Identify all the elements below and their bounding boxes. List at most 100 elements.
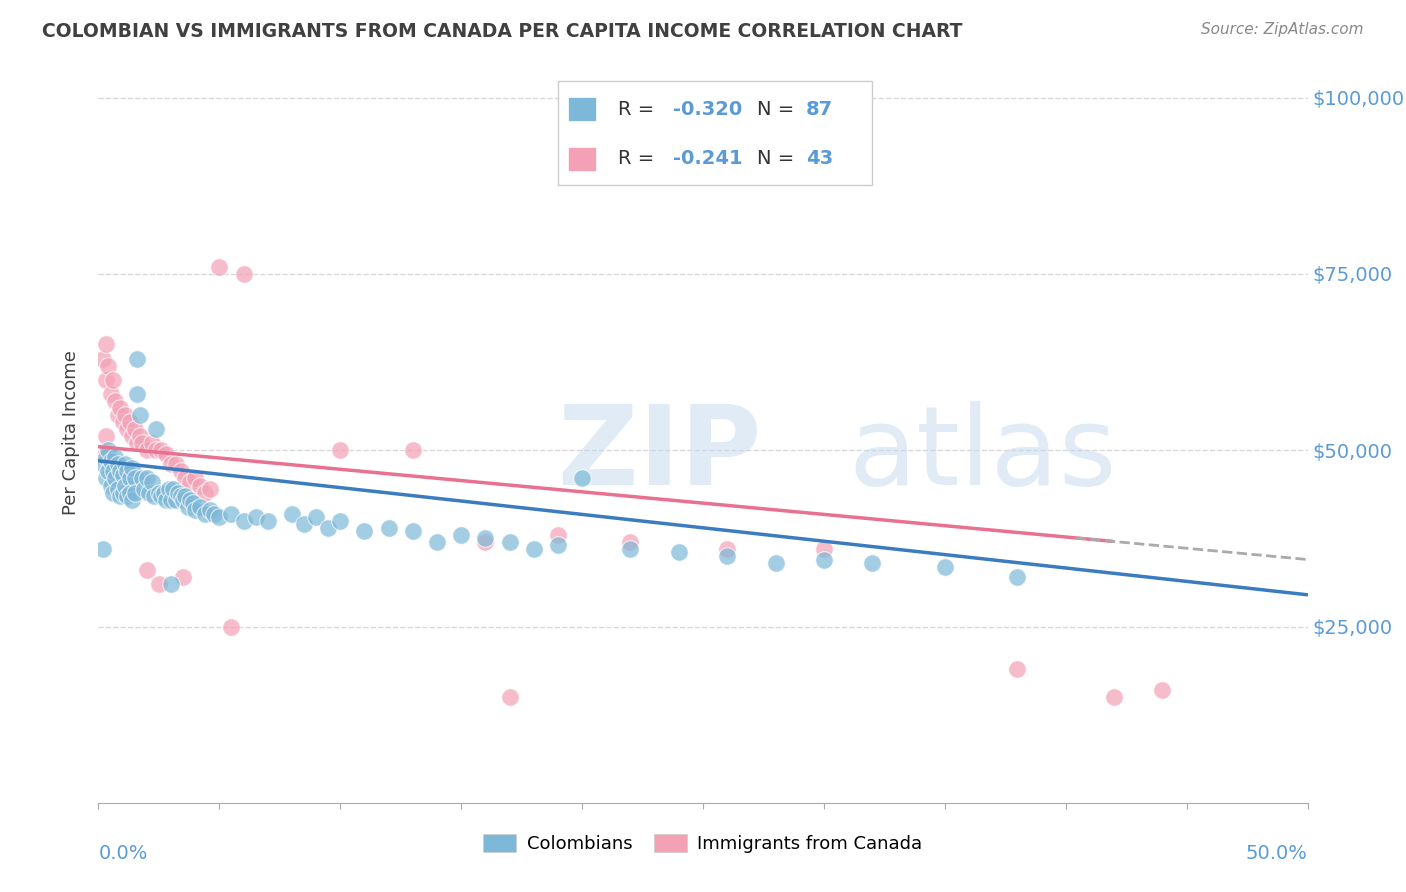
Point	[91, 351, 114, 366]
Point	[172, 492, 194, 507]
Point	[138, 485, 160, 500]
Point	[221, 507, 243, 521]
Point	[426, 535, 449, 549]
Point	[114, 478, 136, 492]
Point	[498, 690, 520, 704]
Point	[172, 570, 194, 584]
Point	[131, 471, 153, 485]
Point	[118, 471, 141, 485]
Text: -0.320: -0.320	[672, 100, 742, 119]
Point	[1152, 683, 1174, 698]
Text: N =: N =	[758, 149, 801, 169]
Point	[145, 443, 167, 458]
Point	[232, 267, 254, 281]
Point	[97, 359, 120, 373]
Point	[169, 464, 191, 478]
Point	[100, 454, 122, 468]
Text: 50.0%: 50.0%	[1246, 844, 1308, 863]
Point	[208, 510, 231, 524]
Point	[107, 482, 129, 496]
Point	[124, 471, 146, 485]
Point	[100, 478, 122, 492]
Point	[256, 514, 278, 528]
Point	[94, 373, 117, 387]
Text: Source: ZipAtlas.com: Source: ZipAtlas.com	[1201, 22, 1364, 37]
Text: N =: N =	[758, 100, 801, 119]
FancyBboxPatch shape	[558, 81, 872, 185]
Point	[135, 563, 157, 577]
Point	[181, 496, 204, 510]
Point	[91, 450, 114, 465]
Point	[194, 485, 217, 500]
Point	[716, 549, 738, 563]
Point	[94, 471, 117, 485]
Point	[523, 541, 546, 556]
Text: -0.241: -0.241	[672, 149, 742, 169]
Point	[571, 471, 593, 485]
Point	[474, 535, 496, 549]
Point	[668, 545, 690, 559]
Point	[118, 415, 141, 429]
Point	[765, 556, 787, 570]
Point	[97, 464, 120, 478]
Point	[934, 559, 956, 574]
Point	[165, 492, 187, 507]
Point	[179, 492, 201, 507]
Point	[208, 260, 231, 274]
Point	[128, 408, 150, 422]
Point	[104, 393, 127, 408]
Text: 0.0%: 0.0%	[98, 844, 148, 863]
Point	[160, 458, 183, 472]
Point	[174, 471, 197, 485]
Point	[94, 337, 117, 351]
Point	[117, 422, 139, 436]
Y-axis label: Per Capita Income: Per Capita Income	[62, 351, 80, 515]
Point	[131, 436, 153, 450]
Point	[329, 443, 352, 458]
Point	[121, 492, 143, 507]
Text: 43: 43	[806, 149, 832, 169]
Point	[860, 556, 883, 570]
FancyBboxPatch shape	[568, 147, 596, 170]
Point	[117, 489, 139, 503]
Point	[117, 464, 139, 478]
Point	[165, 458, 187, 472]
Point	[97, 447, 120, 461]
Point	[94, 429, 117, 443]
Point	[150, 489, 173, 503]
Point	[450, 528, 472, 542]
Point	[148, 577, 170, 591]
Point	[127, 351, 149, 366]
Point	[204, 507, 226, 521]
Point	[145, 422, 167, 436]
Point	[135, 471, 157, 485]
Point	[245, 510, 267, 524]
Point	[174, 489, 197, 503]
Point	[329, 514, 352, 528]
Point	[127, 436, 149, 450]
Point	[292, 517, 315, 532]
Point	[118, 485, 141, 500]
Point	[121, 429, 143, 443]
Point	[111, 485, 134, 500]
Point	[101, 464, 124, 478]
Point	[1007, 662, 1029, 676]
Point	[150, 443, 173, 458]
Point	[94, 450, 117, 465]
Point	[402, 443, 425, 458]
Point	[547, 538, 569, 552]
Point	[108, 401, 131, 415]
Text: COLOMBIAN VS IMMIGRANTS FROM CANADA PER CAPITA INCOME CORRELATION CHART: COLOMBIAN VS IMMIGRANTS FROM CANADA PER …	[42, 22, 963, 41]
Point	[124, 485, 146, 500]
Point	[198, 482, 221, 496]
Point	[232, 514, 254, 528]
Point	[402, 524, 425, 539]
FancyBboxPatch shape	[568, 97, 596, 121]
Point	[108, 464, 131, 478]
Point	[169, 489, 191, 503]
Point	[198, 503, 221, 517]
Point	[619, 535, 641, 549]
Point	[188, 500, 211, 514]
Point	[160, 492, 183, 507]
Point	[135, 443, 157, 458]
